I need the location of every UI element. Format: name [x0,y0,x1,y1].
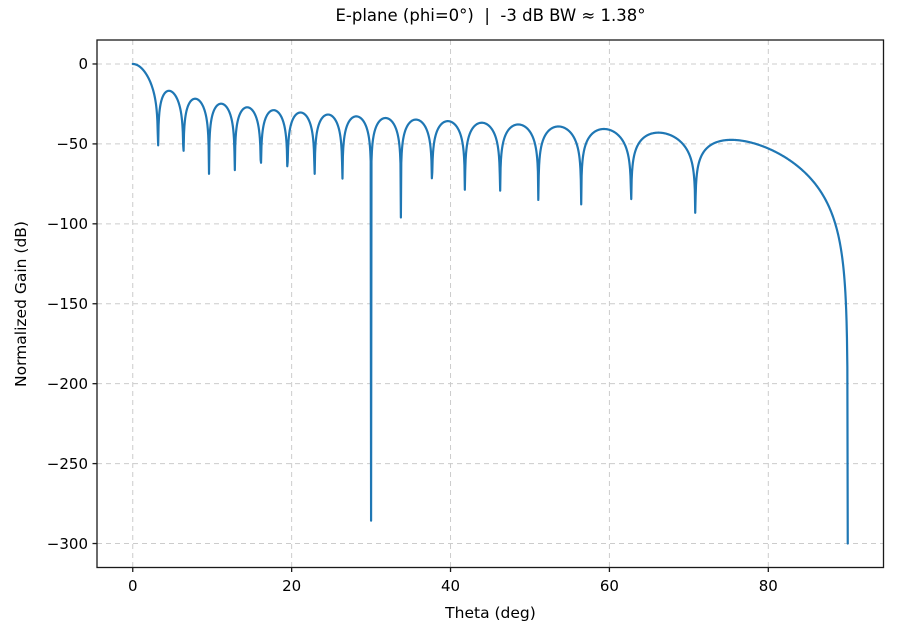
x-tick-label: 80 [758,577,778,595]
y-tick-label: −50 [56,134,88,153]
y-tick-label: −250 [46,454,88,473]
x-tick-label: 60 [599,577,619,595]
y-tick-label: 0 [78,54,88,73]
x-tick-label: 40 [440,577,461,595]
x-tick-label: 0 [127,577,138,595]
x-axis-label: Theta (deg) [445,604,536,622]
y-tick-label: −200 [46,374,88,393]
y-tick-label: −300 [46,534,88,553]
x-tick-label: 20 [282,577,302,595]
y-tick-label: −150 [46,294,88,313]
chart-title: E-plane (phi=0°) | -3 dB BW ≈ 1.38° [335,6,646,25]
y-tick-label: −100 [46,214,88,233]
gain-curve [131,62,849,545]
